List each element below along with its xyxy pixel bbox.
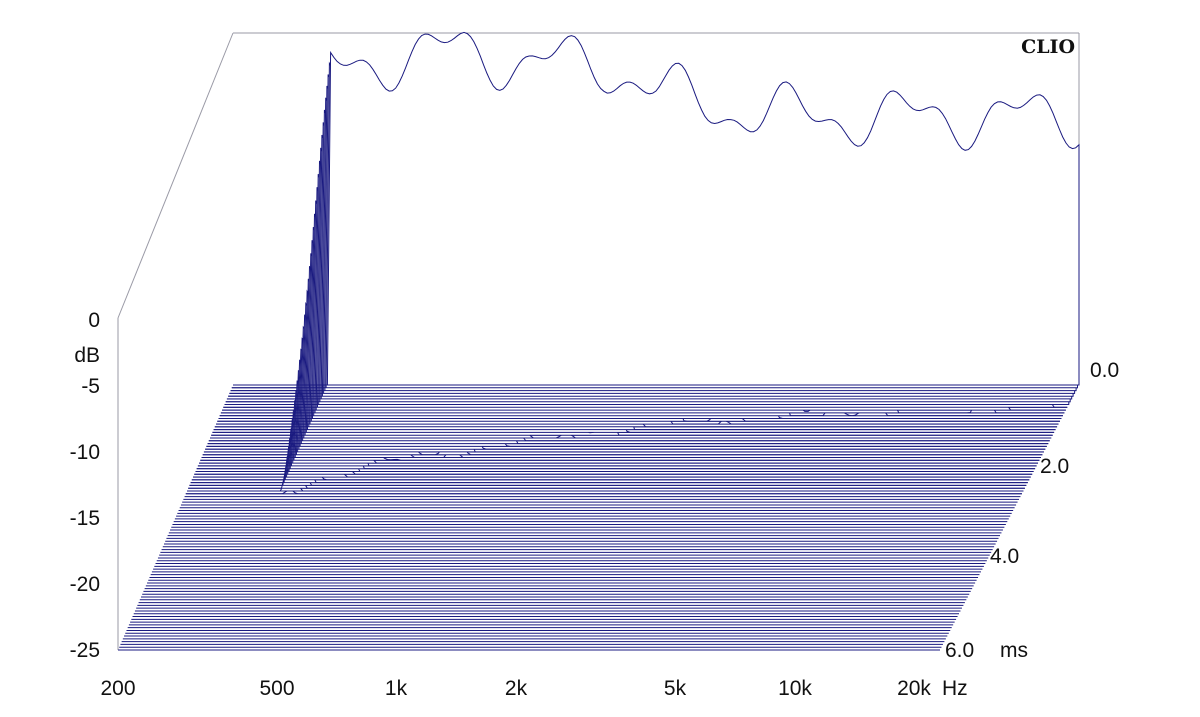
x-tick-10k: 10k — [778, 677, 812, 700]
z-unit-label: ms — [1000, 639, 1028, 662]
time-axis: 0.0 2.0 4.0 6.0 ms — [945, 359, 1119, 662]
x-tick-2k: 2k — [505, 677, 528, 700]
y-axis: 0 dB -5 -10 -15 -20 -25 — [70, 309, 100, 662]
y-axis-label: dB — [74, 344, 100, 367]
waterfall-traces — [185, 31, 1080, 495]
x-unit-label: Hz — [942, 677, 968, 700]
waterfall-slice — [190, 451, 1028, 484]
y-tick-minus15: -15 — [70, 507, 100, 530]
x-tick-5k: 5k — [664, 677, 687, 700]
x-tick-500: 500 — [259, 677, 294, 700]
waterfall-slice — [191, 442, 1030, 481]
z-tick-2: 2.0 — [1040, 455, 1069, 478]
waterfall-slice — [189, 460, 1027, 486]
x-tick-200: 200 — [100, 677, 135, 700]
waterfall-slice — [187, 479, 1024, 492]
z-tick-4: 4.0 — [990, 545, 1019, 568]
y-tick-minus25: -25 — [70, 639, 100, 662]
clio-brand: CLIO — [1021, 36, 1075, 58]
x-tick-20k: 20k — [897, 677, 931, 700]
z-tick-0: 0.0 — [1090, 359, 1119, 382]
waterfall-slice — [185, 489, 1022, 495]
y-tick-minus5: -5 — [81, 375, 100, 398]
x-axis: 200 500 1k 2k 5k 10k 20k Hz — [100, 677, 967, 700]
waterfall-slice — [188, 469, 1025, 489]
y-tick-0: 0 — [88, 309, 100, 332]
left-depth-edge — [117, 32, 234, 319]
waterfall-slice — [233, 31, 1080, 386]
z-tick-6: 6.0 — [945, 639, 974, 662]
y-tick-minus10: -10 — [70, 441, 100, 464]
x-tick-1k: 1k — [385, 677, 408, 700]
y-tick-minus20: -20 — [70, 573, 100, 596]
